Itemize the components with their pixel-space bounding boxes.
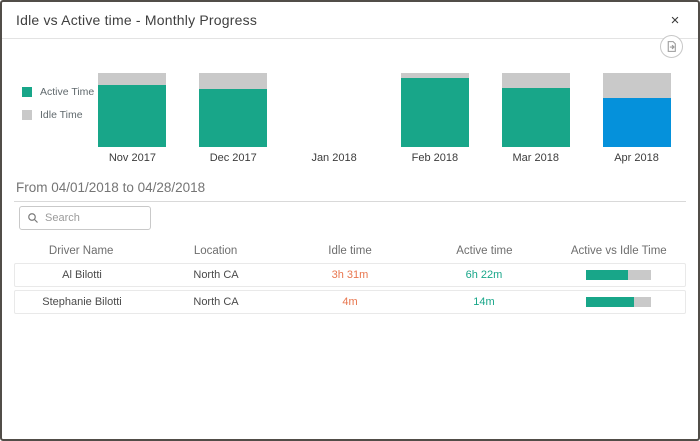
active-segment: [199, 89, 268, 147]
month-label: Mar 2018: [512, 152, 559, 164]
idle-time-cell: 3h 31m: [331, 269, 369, 281]
active-vs-idle-bar: [585, 297, 651, 307]
monthly-progress-chart: Nov 2017 Dec 2017 Jan 2018 Feb 2018: [82, 73, 687, 165]
legend-label: Idle Time: [40, 109, 83, 121]
idle-segment: [98, 73, 167, 85]
active-vs-idle-cell: [551, 270, 685, 280]
close-icon[interactable]: ×: [664, 10, 686, 32]
active-time-cell: 14m: [473, 296, 495, 308]
chart-legend: Active Time Idle Time: [22, 86, 94, 132]
idle-time-swatch: [22, 110, 32, 120]
idle-segment: [501, 73, 570, 88]
location-cell: North CA: [193, 269, 239, 281]
legend-item-idle-time: Idle Time: [22, 109, 94, 121]
active-portion: [585, 297, 635, 307]
header-driver-name: Driver Name: [48, 244, 114, 257]
month-label: Apr 2018: [614, 152, 659, 164]
active-time-swatch: [22, 87, 32, 97]
export-report-button[interactable]: [660, 35, 683, 58]
header-location: Location: [193, 244, 238, 257]
active-vs-idle-cell: [551, 297, 685, 307]
chart-month-slot: Nov 2017: [82, 73, 183, 165]
active-segment: [400, 78, 469, 147]
active-segment: [501, 87, 570, 147]
chart-month-slot: Mar 2018: [485, 73, 586, 165]
chart-month-slot: Dec 2017: [183, 73, 284, 165]
search-input[interactable]: [45, 212, 143, 224]
month-label: Feb 2018: [411, 152, 459, 164]
export-icon: [665, 40, 678, 53]
location-cell: North CA: [193, 296, 239, 308]
active-segment: [98, 84, 167, 147]
modal-title: Idle vs Active time - Monthly Progress: [16, 12, 258, 28]
table-row[interactable]: Stephanie Bilotti North CA 4m 14m: [14, 290, 686, 314]
chart-month-slot: Apr 2018: [586, 73, 687, 165]
idle-segment: [400, 73, 469, 79]
idle-time-cell: 4m: [342, 296, 358, 308]
bar-dec-2017[interactable]: [199, 73, 268, 147]
active-segment: [602, 98, 671, 147]
modal-titlebar: Idle vs Active time - Monthly Progress ×: [2, 2, 698, 39]
section-divider: [14, 201, 686, 202]
drivers-table: Driver Name Location Idle time Active ti…: [14, 240, 686, 317]
header-active-vs-idle: Active vs Idle Time: [570, 244, 667, 257]
header-active-time: Active time: [456, 244, 513, 257]
chart-month-slot: Jan 2018: [284, 73, 385, 165]
bar-apr-2018-selected[interactable]: [602, 73, 671, 147]
month-label: Dec 2017: [209, 152, 257, 164]
legend-item-active-time: Active Time: [22, 86, 94, 98]
month-label: Jan 2018: [311, 152, 357, 164]
bar-nov-2017[interactable]: [98, 73, 167, 147]
driver-name-cell: Stephanie Bilotti: [42, 296, 122, 308]
driver-name-cell: Al Bilotti: [62, 269, 102, 281]
active-time-cell: 6h 22m: [465, 269, 503, 281]
legend-label: Active Time: [40, 86, 95, 98]
date-range-label: From 04/01/2018 to 04/28/2018: [16, 180, 206, 195]
table-row[interactable]: Al Bilotti North CA 3h 31m 6h 22m: [14, 263, 686, 287]
search-icon: [27, 212, 39, 224]
month-label: Nov 2017: [108, 152, 156, 164]
search-box: [19, 206, 151, 230]
idle-segment: [602, 73, 671, 99]
table-header-row: Driver Name Location Idle time Active ti…: [14, 240, 686, 261]
chart-month-slot: Feb 2018: [384, 73, 485, 165]
header-idle-time: Idle time: [328, 244, 372, 257]
bar-feb-2018[interactable]: [400, 73, 469, 147]
idle-segment: [199, 73, 268, 90]
active-vs-idle-bar: [585, 270, 651, 280]
active-portion: [585, 270, 629, 280]
bar-mar-2018[interactable]: [501, 73, 570, 147]
